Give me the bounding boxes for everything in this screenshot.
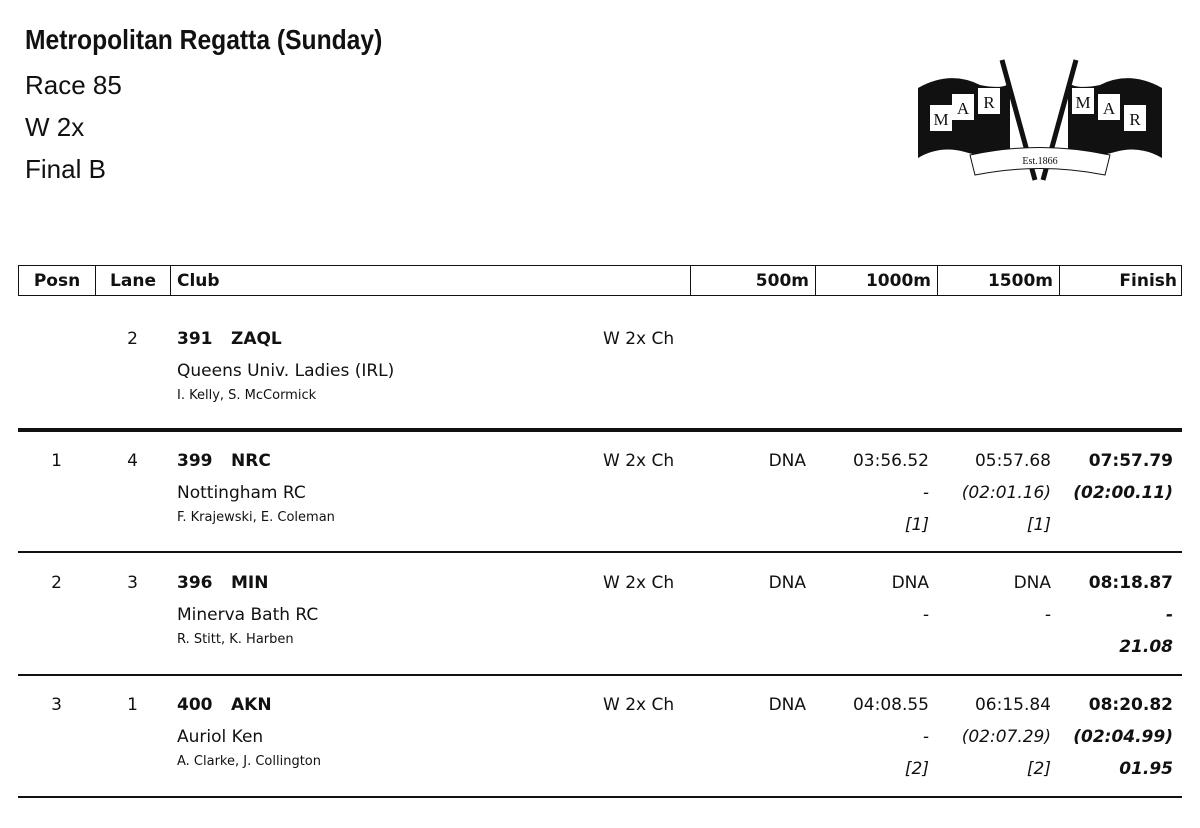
crew-code: AKN [231, 695, 272, 715]
time: 21.08 [1119, 637, 1173, 657]
posn: 2 [51, 573, 62, 593]
race: Race 85 [25, 70, 122, 100]
time: (02:07.29) [961, 727, 1051, 747]
thick-separator [18, 428, 1182, 432]
club: Nottingham RC [177, 483, 306, 503]
column-header: Lane [96, 266, 171, 295]
logo-est: Est.1866 [1022, 156, 1057, 167]
event: W 2x Ch [603, 451, 675, 471]
time: [1] [1026, 515, 1051, 535]
logo-letter: R [1129, 110, 1141, 129]
separator [18, 796, 1182, 798]
time: (02:01.16) [961, 483, 1051, 503]
column-header: Posn [19, 266, 96, 295]
logo-letter: R [983, 93, 995, 112]
event: W 2x [25, 112, 85, 142]
time: - [922, 483, 929, 503]
logo-letter: A [957, 99, 970, 118]
separator [18, 674, 1182, 676]
time: 08:18.87 [1088, 573, 1173, 593]
round: Final B [25, 154, 106, 184]
time: 06:15.84 [974, 695, 1051, 715]
time: DNA [768, 695, 806, 715]
time: - [922, 727, 929, 747]
time: DNA [768, 451, 806, 471]
logo-letter: M [933, 110, 948, 129]
event: W 2x Ch [603, 573, 675, 593]
time: - [1165, 605, 1173, 625]
crew: A. Clarke, J. Collington [177, 754, 322, 769]
time: 01.95 [1119, 759, 1173, 779]
ribbon [969, 147, 1111, 176]
time: DNA [1013, 573, 1051, 593]
crew-code: NRC [231, 451, 271, 471]
time: DNA [891, 573, 929, 593]
time: 03:56.52 [852, 451, 929, 471]
lane: 2 [127, 329, 138, 349]
time: [2] [1026, 759, 1051, 779]
crew: F. Krajewski, E. Coleman [177, 510, 335, 525]
bow-number: 391 [177, 329, 213, 349]
time: [1] [904, 515, 929, 535]
time: 07:57.79 [1088, 451, 1173, 471]
posn: 3 [51, 695, 62, 715]
logo-letter: M [1075, 93, 1090, 112]
separator [18, 551, 1182, 553]
time: [2] [904, 759, 929, 779]
title: Metropolitan Regatta (Sunday) [25, 24, 383, 55]
time: 05:57.68 [974, 451, 1051, 471]
posn: 1 [51, 451, 62, 471]
lane: 1 [127, 695, 138, 715]
bow-number: 396 [177, 573, 213, 593]
column-header: 1500m [938, 266, 1060, 295]
lane: 4 [127, 451, 138, 471]
time: 04:08.55 [852, 695, 929, 715]
event: W 2x Ch [603, 329, 675, 349]
time: - [1044, 605, 1051, 625]
time: (02:04.99) [1073, 727, 1173, 747]
crew-code: ZAQL [231, 329, 282, 349]
time: 08:20.82 [1088, 695, 1173, 715]
event: W 2x Ch [603, 695, 675, 715]
crew-code: MIN [231, 573, 269, 593]
crew: I. Kelly, S. McCormick [177, 388, 317, 403]
lane: 3 [127, 573, 138, 593]
bow-number: 400 [177, 695, 213, 715]
club: Queens Univ. Ladies (IRL) [177, 361, 395, 381]
column-header: Finish [1119, 271, 1177, 291]
time: (02:00.11) [1073, 483, 1173, 503]
club: Minerva Bath RC [177, 605, 319, 625]
column-header: 500m [691, 266, 816, 295]
bow-number: 399 [177, 451, 213, 471]
logo: M A R M A R Est.1866 [918, 59, 1162, 181]
logo-letter: A [1103, 99, 1116, 118]
time: DNA [768, 573, 806, 593]
time: - [922, 605, 929, 625]
crew: R. Stitt, K. Harben [177, 632, 294, 647]
table-header: Posn Lane Club 500m 1000m 1500m Finish [18, 265, 1182, 296]
column-header: 1000m [816, 266, 938, 295]
column-header: Club [171, 266, 691, 295]
club: Auriol Ken [177, 727, 264, 747]
